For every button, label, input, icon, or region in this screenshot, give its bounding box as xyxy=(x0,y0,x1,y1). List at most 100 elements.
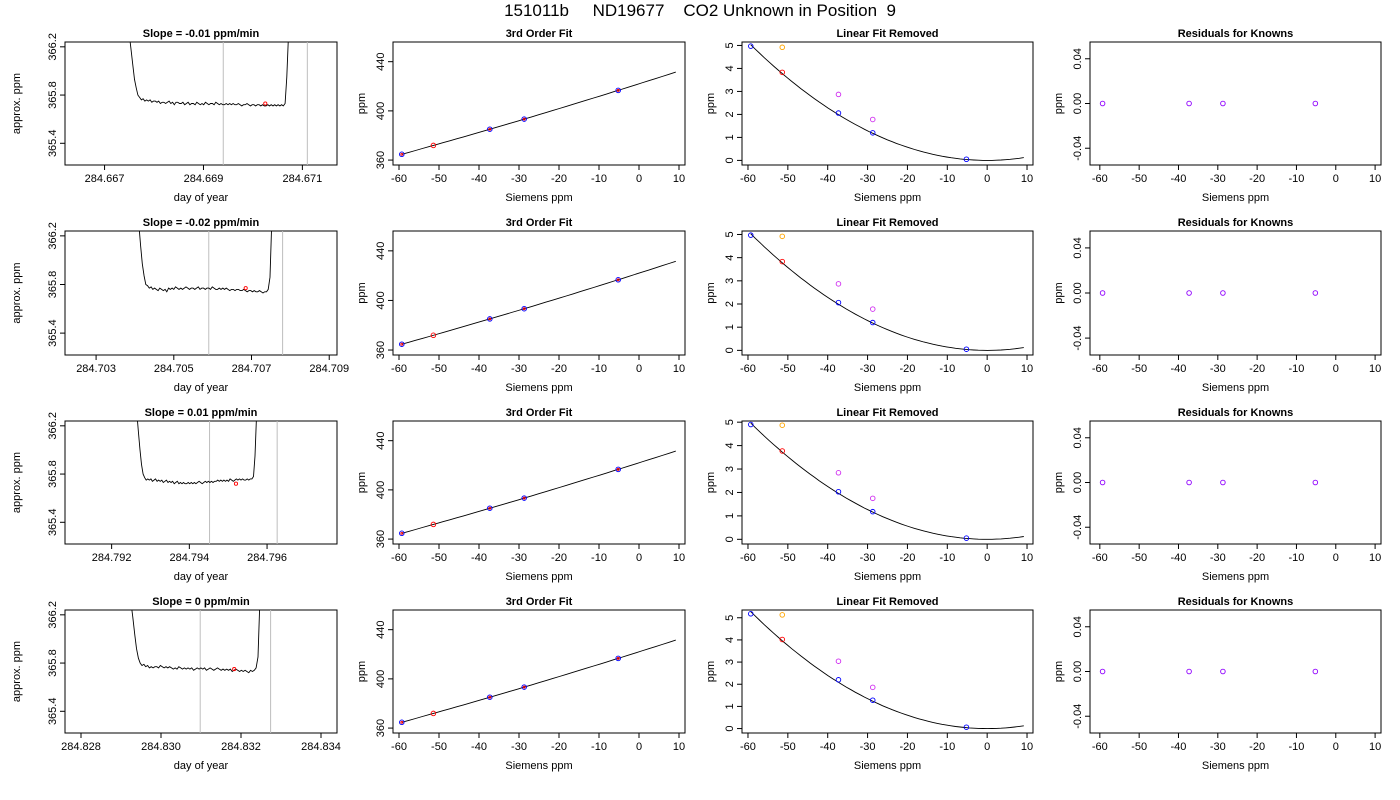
plot-area xyxy=(1099,668,1319,675)
chart-title: 3rd Order Fit xyxy=(506,28,573,40)
y-tick-label: 365.8 xyxy=(47,271,59,299)
x-tick-label: -30 xyxy=(1210,552,1226,564)
x-tick-label: -60 xyxy=(1092,173,1108,185)
x-tick-label: -20 xyxy=(899,552,915,564)
chart-title: Slope = 0.01 ppm/min xyxy=(145,407,258,419)
x-axis-label: Siemens ppm xyxy=(1202,192,1269,204)
x-tick-label: -40 xyxy=(471,552,487,564)
y-axis-label: ppm xyxy=(1053,282,1065,303)
plot-frame xyxy=(741,41,1034,166)
plot-frame xyxy=(392,230,686,356)
known-point xyxy=(748,421,754,428)
x-tick-label: 10 xyxy=(673,363,685,375)
y-tick-label: 5 xyxy=(724,419,736,425)
plot-area xyxy=(1099,290,1319,296)
linear-point xyxy=(870,684,876,691)
mean-marker xyxy=(233,481,239,486)
y-tick-label: 1 xyxy=(724,324,736,330)
residual-point xyxy=(1312,479,1319,486)
x-axis-label: Siemens ppm xyxy=(1202,760,1269,772)
y-tick-label: 3 xyxy=(724,88,736,94)
known-point xyxy=(963,346,970,352)
y-tick-label: 0.04 xyxy=(1072,237,1084,258)
x-tick-label: -20 xyxy=(1249,173,1265,185)
fit-curve xyxy=(401,71,676,155)
unknown-raw-point xyxy=(779,612,786,618)
y-axis-label: ppm xyxy=(1053,472,1065,493)
y-tick-label: 0 xyxy=(724,536,736,542)
y-axis-label: ppm xyxy=(356,661,368,682)
page-title: 151011b ND19677 CO2 Unknown in Position … xyxy=(504,1,896,20)
panel-resid-r1: Residuals for Knowns -60 -50 -40 -30 -20 -10 0 1… xyxy=(1053,28,1382,204)
known-point xyxy=(399,151,405,158)
x-tick-label: -10 xyxy=(591,173,607,185)
known-point xyxy=(748,611,754,617)
y-tick-label: 0 xyxy=(724,157,736,163)
x-tick-label: -50 xyxy=(431,173,447,185)
x-tick-label: -20 xyxy=(1249,552,1265,564)
x-tick-label: 284.830 xyxy=(141,741,181,753)
x-tick-label: -60 xyxy=(1092,363,1108,375)
x-tick-label: 284.669 xyxy=(184,173,224,185)
y-tick-label: 365.4 xyxy=(47,698,59,726)
x-tick-label: -60 xyxy=(391,363,407,375)
x-tick-label: 284.834 xyxy=(301,741,341,753)
linear-point xyxy=(835,281,842,287)
chart-title: Linear Fit Removed xyxy=(836,407,938,419)
y-tick-label: 0.04 xyxy=(1072,427,1084,448)
x-axis-label: day of year xyxy=(174,192,229,204)
x-tick-label: -50 xyxy=(780,173,796,185)
x-axis-label: Siemens ppm xyxy=(854,192,921,204)
residual-point xyxy=(1186,479,1192,486)
x-tick-label: 10 xyxy=(1021,173,1033,185)
plot-frame xyxy=(392,420,686,545)
plot-frame xyxy=(741,420,1034,545)
x-tick-label: -50 xyxy=(1131,173,1147,185)
known-point-dot xyxy=(400,152,404,156)
x-tick-label: 10 xyxy=(673,173,685,185)
x-tick-label: -60 xyxy=(1092,741,1108,753)
x-tick-label: 10 xyxy=(673,741,685,753)
x-tick-label: 284.792 xyxy=(92,552,132,564)
x-tick-label: 10 xyxy=(1021,741,1033,753)
y-tick-label: 3 xyxy=(724,659,736,665)
x-tick-label: -50 xyxy=(431,552,447,564)
chart-title: Slope = -0.01 ppm/min xyxy=(143,28,260,40)
y-tick-label: 4 xyxy=(724,255,736,261)
y-tick-label: 0 xyxy=(724,726,736,732)
y-tick-label: 0.00 xyxy=(1072,472,1084,493)
y-tick-label: 440 xyxy=(375,242,387,260)
y-tick-label: 1 xyxy=(724,513,736,519)
x-tick-label: -30 xyxy=(1210,741,1226,753)
y-tick-label: 360 xyxy=(375,151,387,169)
known-point xyxy=(870,697,876,703)
x-tick-label: 10 xyxy=(1369,741,1381,753)
known-point-dot xyxy=(616,656,620,660)
y-tick-label: 365.8 xyxy=(47,460,59,488)
y-axis-label: approx. ppm xyxy=(11,641,23,702)
mean-marker xyxy=(232,667,237,672)
x-tick-label: -10 xyxy=(939,173,955,185)
linear-point xyxy=(870,306,876,312)
chart-title: 3rd Order Fit xyxy=(506,217,573,229)
unknown-point xyxy=(430,521,437,528)
panel-fit-r1: 3rd Order Fit -60 -50 -40 -30 -20 -10 0 10 360 400… xyxy=(356,28,686,204)
known-point xyxy=(521,495,527,501)
panel-resid-r2: Residuals for Knowns -60 -50 -40 -30 -20 -10 0 1… xyxy=(1053,217,1382,394)
residual-point xyxy=(1312,668,1319,675)
known-point-dot xyxy=(488,506,492,510)
x-tick-label: -40 xyxy=(1171,552,1187,564)
chart-title: Linear Fit Removed xyxy=(836,217,938,229)
x-axis-label: day of year xyxy=(174,571,229,583)
plot-area xyxy=(399,260,676,347)
x-tick-label: -30 xyxy=(860,363,876,375)
x-tick-label: -10 xyxy=(939,363,955,375)
residual-point xyxy=(1220,668,1226,675)
y-axis-label: ppm xyxy=(1053,93,1065,114)
unknown-point xyxy=(430,332,437,339)
x-tick-label: -20 xyxy=(899,741,915,753)
x-tick-label: -20 xyxy=(899,363,915,375)
known-point-dot xyxy=(522,307,526,311)
residual-point xyxy=(1099,668,1106,675)
trace-line xyxy=(129,42,289,107)
